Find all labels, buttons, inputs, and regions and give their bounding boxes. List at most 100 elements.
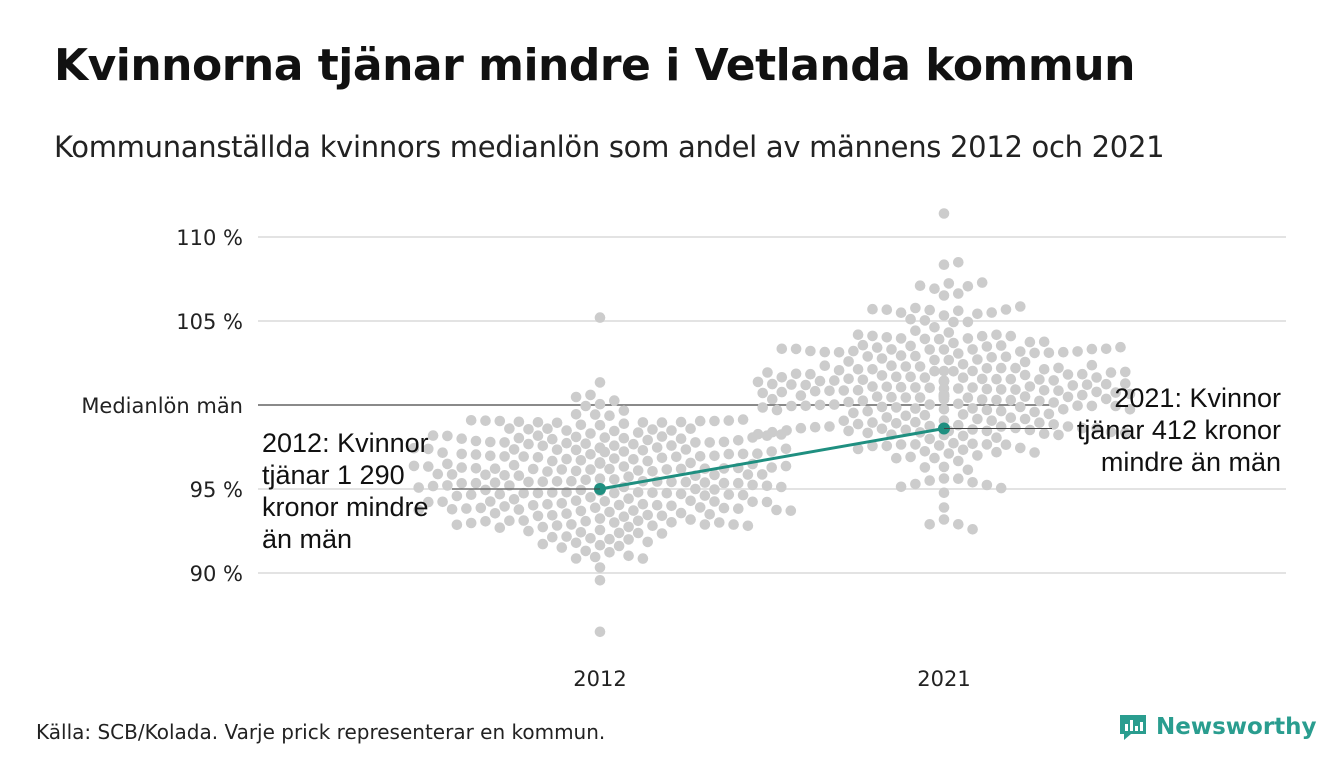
municipality-dot bbox=[1086, 400, 1098, 412]
municipality-dot bbox=[513, 416, 525, 428]
municipality-dot bbox=[1000, 351, 1012, 363]
municipality-dot bbox=[485, 436, 496, 448]
municipality-dot bbox=[767, 378, 778, 390]
municipality-dot bbox=[666, 425, 677, 436]
municipality-dot bbox=[991, 446, 1002, 458]
municipality-dot bbox=[986, 415, 997, 427]
municipality-dot bbox=[943, 448, 955, 459]
beeswarm-chart: 110 % 105 % Medianlön män 95 % 90 % 2012 2021… bbox=[81, 208, 1286, 691]
municipality-dot bbox=[594, 562, 606, 573]
municipality-dot bbox=[1091, 372, 1102, 383]
municipality-dot bbox=[642, 509, 653, 521]
municipality-dot bbox=[886, 391, 897, 403]
municipality-dot bbox=[518, 487, 529, 499]
brand-name: Newsworthy bbox=[1156, 714, 1317, 740]
municipality-dot bbox=[761, 480, 773, 492]
municipality-dot bbox=[499, 501, 510, 512]
municipality-dot bbox=[1034, 374, 1045, 385]
municipality-dot bbox=[919, 315, 931, 326]
municipality-dot bbox=[953, 383, 964, 394]
municipality-dot bbox=[972, 450, 983, 461]
municipality-dot bbox=[485, 450, 496, 462]
municipality-dot bbox=[589, 551, 601, 563]
municipality-dot bbox=[680, 444, 692, 455]
municipality-dot bbox=[843, 356, 854, 367]
municipality-dot bbox=[800, 400, 811, 412]
municipality-dot bbox=[566, 519, 577, 530]
municipality-dot bbox=[709, 484, 720, 495]
municipality-dot bbox=[656, 452, 668, 464]
municipality-dot bbox=[929, 283, 940, 295]
municipality-dot bbox=[570, 553, 582, 564]
municipality-dot bbox=[886, 360, 897, 372]
municipality-dot bbox=[437, 496, 448, 508]
municipality-dot bbox=[451, 490, 463, 502]
municipality-dot bbox=[938, 514, 950, 525]
municipality-dot bbox=[594, 626, 606, 638]
municipality-dot bbox=[1029, 347, 1040, 359]
municipality-dot bbox=[776, 481, 787, 493]
municipality-dot bbox=[580, 545, 591, 557]
municipality-dot bbox=[604, 463, 615, 475]
municipality-dot bbox=[589, 409, 601, 420]
municipality-dot bbox=[704, 437, 715, 448]
municipality-dot bbox=[943, 354, 955, 366]
municipality-dot bbox=[867, 440, 878, 452]
municipality-dot bbox=[446, 504, 458, 515]
municipality-dot bbox=[1124, 388, 1136, 400]
municipality-dot bbox=[967, 403, 978, 414]
municipality-dot bbox=[1005, 394, 1017, 406]
municipality-dot bbox=[594, 442, 606, 454]
municipality-dot bbox=[891, 452, 902, 464]
municipality-dot bbox=[953, 455, 964, 467]
municipality-dot bbox=[499, 451, 510, 462]
municipality-dot bbox=[709, 469, 720, 481]
municipality-dot bbox=[685, 423, 696, 435]
brand-logo[interactable]: Newsworthy bbox=[1118, 712, 1317, 742]
municipality-dot bbox=[766, 446, 777, 457]
municipality-dot bbox=[742, 469, 754, 480]
municipality-dot bbox=[991, 373, 1002, 385]
municipality-dot bbox=[938, 290, 950, 301]
municipality-dot bbox=[723, 415, 735, 426]
municipality-dot bbox=[938, 502, 950, 513]
municipality-dot bbox=[967, 344, 978, 355]
municipality-dot bbox=[613, 499, 625, 511]
municipality-dot bbox=[570, 495, 582, 507]
municipality-dot bbox=[1034, 395, 1045, 407]
municipality-dot bbox=[656, 510, 668, 522]
municipality-dot bbox=[651, 442, 663, 453]
municipality-dot bbox=[1038, 385, 1050, 396]
municipality-dot bbox=[532, 430, 544, 442]
municipality-dot bbox=[953, 398, 964, 410]
municipality-dot bbox=[623, 550, 634, 562]
municipality-dot bbox=[938, 259, 950, 271]
y-tick-label: 95 % bbox=[190, 478, 243, 502]
municipality-dot bbox=[976, 277, 988, 288]
municipality-dot bbox=[570, 431, 582, 443]
municipality-dot bbox=[976, 373, 988, 385]
municipality-dot bbox=[962, 281, 974, 292]
municipality-dot bbox=[857, 395, 869, 407]
municipality-dot bbox=[594, 513, 606, 524]
municipality-dot bbox=[556, 464, 568, 475]
municipality-dot bbox=[995, 482, 1007, 494]
municipality-dot bbox=[1015, 442, 1026, 454]
municipality-dot bbox=[594, 419, 606, 431]
municipality-dot bbox=[981, 425, 993, 437]
municipality-dot bbox=[786, 400, 797, 412]
municipality-dot bbox=[852, 443, 864, 455]
municipality-dot bbox=[1019, 413, 1031, 425]
municipality-dot bbox=[957, 359, 969, 370]
municipality-dot bbox=[413, 482, 425, 493]
municipality-dot bbox=[809, 385, 821, 397]
municipality-dot bbox=[1019, 391, 1031, 402]
municipality-dot bbox=[485, 496, 496, 507]
municipality-dot bbox=[800, 379, 811, 391]
municipality-dot bbox=[609, 487, 620, 499]
municipality-dot bbox=[776, 386, 788, 398]
municipality-dot bbox=[465, 489, 477, 501]
municipality-dot bbox=[489, 463, 501, 475]
municipality-dot bbox=[628, 505, 639, 516]
municipality-dot bbox=[575, 527, 587, 538]
